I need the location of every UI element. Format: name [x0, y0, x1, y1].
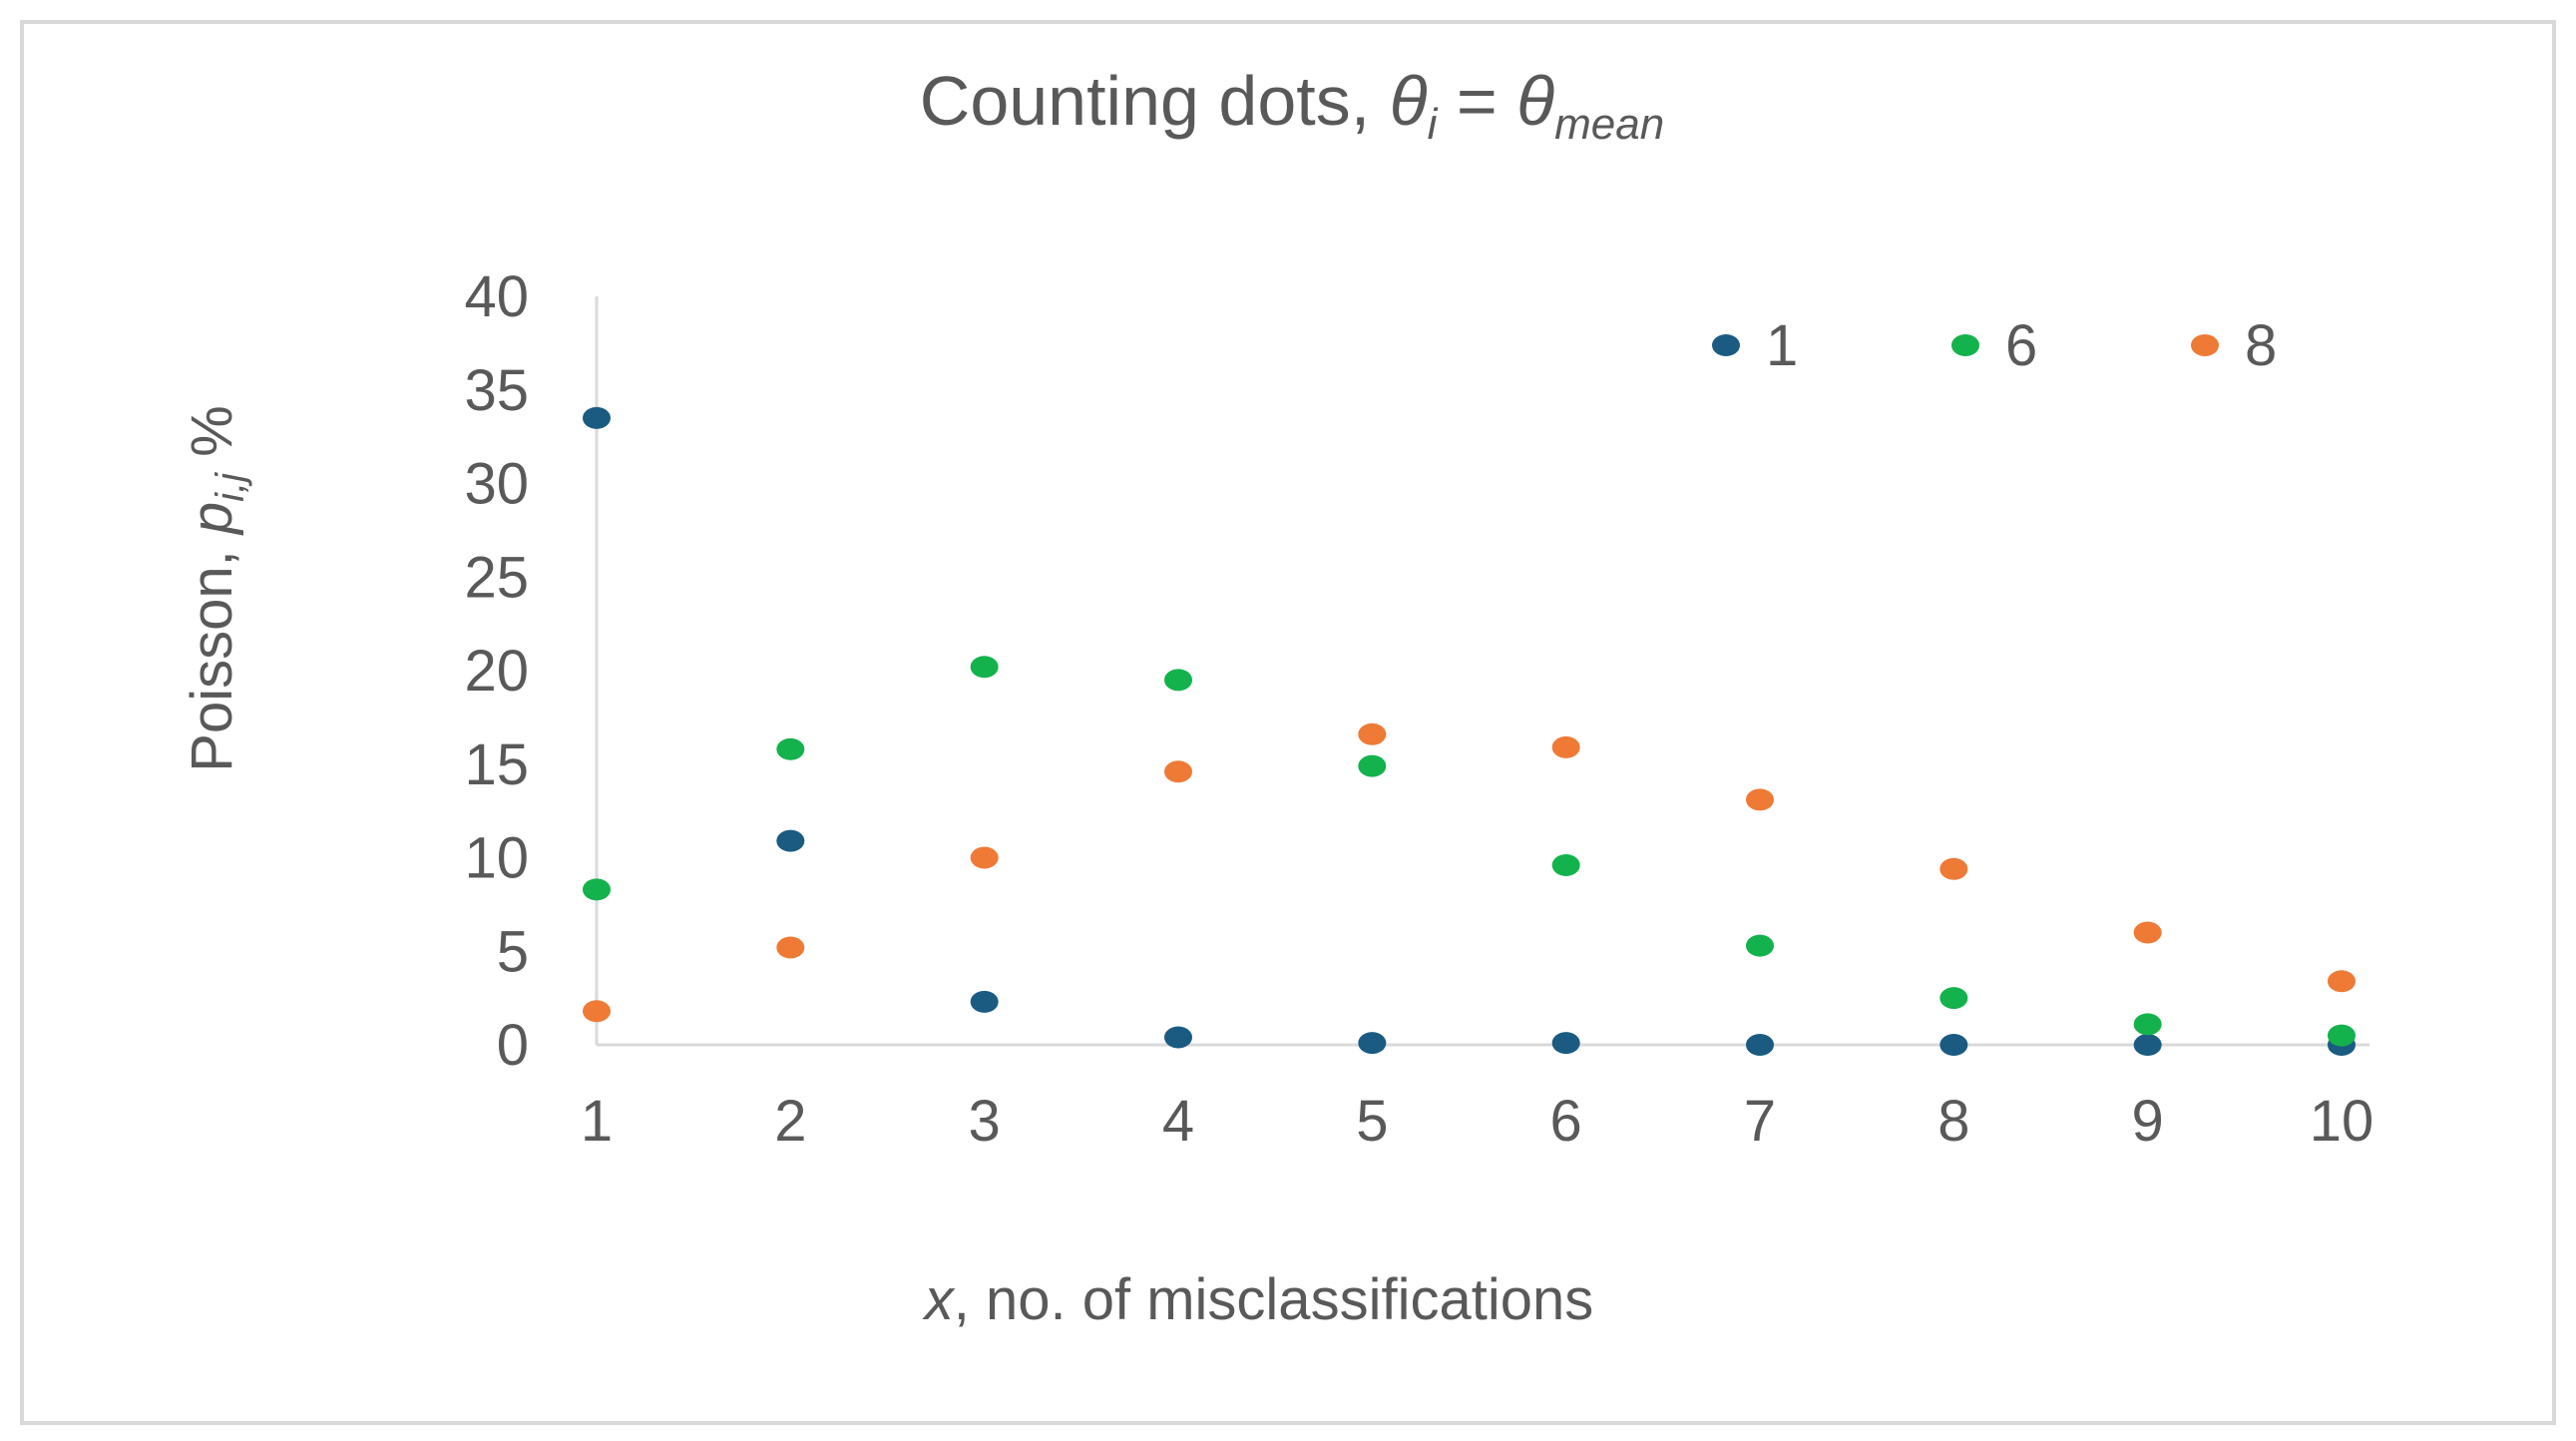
- y-axis-title-sub: i,j: [209, 472, 252, 502]
- y-tick-label: 35: [464, 358, 529, 423]
- data-point-series-6: [2328, 1024, 2356, 1047]
- data-point-series-8: [2328, 970, 2356, 993]
- data-point-series-8: [2133, 921, 2162, 944]
- chart-title: Counting dots, θi = θmean: [920, 62, 1664, 149]
- y-axis-title-main: Poisson,: [180, 534, 244, 772]
- y-tick-label: 5: [497, 919, 529, 984]
- y-axis-title-var: p: [180, 502, 244, 536]
- data-point-series-8: [1164, 760, 1192, 783]
- x-tick-label: 4: [1162, 1089, 1194, 1154]
- legend-marker-1: [1712, 334, 1740, 356]
- data-point-series-8: [776, 936, 805, 959]
- x-tick-label: 8: [1937, 1089, 1969, 1154]
- data-point-series-8: [1551, 735, 1580, 758]
- x-axis-title: x, no. of misclassifications: [922, 1267, 1593, 1332]
- legend: 1 6 8: [1712, 313, 2277, 378]
- data-point-series-1: [1746, 1034, 1774, 1056]
- data-point-series-6: [1358, 754, 1387, 777]
- data-point-series-6: [776, 737, 805, 760]
- x-tick-label: 2: [774, 1089, 806, 1154]
- data-point-series-6: [583, 878, 611, 901]
- y-tick-label: 15: [464, 732, 529, 797]
- data-point-series-1: [1358, 1032, 1387, 1055]
- data-point-series-8: [1358, 722, 1387, 745]
- y-tick-label: 0: [497, 1013, 529, 1078]
- legend-label-6: 6: [2005, 313, 2037, 378]
- chart-title-sub-mean: mean: [1554, 100, 1664, 149]
- data-point-series-8: [1746, 788, 1774, 811]
- x-tick-labels: 1 2 3 4 5 6 7 8 9 10: [581, 1089, 2373, 1154]
- y-tick-label: 30: [464, 452, 529, 517]
- data-point-series-1: [970, 990, 999, 1013]
- y-tick-labels: 0 5 10 15 20 25 30 35 40: [464, 264, 529, 1078]
- data-point-series-1: [1164, 1026, 1192, 1049]
- x-tick-label: 7: [1744, 1089, 1776, 1154]
- y-tick-label: 20: [464, 639, 529, 704]
- y-tick-label: 25: [464, 545, 529, 610]
- legend-marker-6: [1951, 334, 1979, 356]
- data-points: [583, 406, 2356, 1056]
- data-point-series-1: [776, 829, 805, 852]
- data-point-series-8: [970, 846, 999, 869]
- chart-border: [20, 20, 2556, 1425]
- data-point-series-1: [1939, 1034, 1968, 1056]
- chart-title-equals: =: [1437, 62, 1516, 140]
- x-tick-label: 9: [2132, 1089, 2164, 1154]
- data-point-series-1: [1551, 1032, 1580, 1055]
- legend-marker-8: [2191, 334, 2219, 356]
- x-axis-title-rest: , no. of misclassifications: [954, 1267, 1593, 1332]
- data-point-series-8: [1939, 857, 1968, 880]
- chart-title-theta-mean: θ: [1516, 62, 1554, 140]
- chart-title-theta-i: θ: [1390, 62, 1428, 140]
- data-point-series-1: [2133, 1034, 2162, 1056]
- data-point-series-6: [1939, 987, 1968, 1010]
- y-tick-label: 10: [464, 826, 529, 891]
- x-tick-label: 5: [1356, 1089, 1388, 1154]
- data-point-series-6: [1164, 669, 1192, 692]
- x-tick-label: 1: [581, 1089, 613, 1154]
- legend-label-8: 8: [2245, 313, 2277, 378]
- data-point-series-1: [583, 406, 611, 429]
- x-tick-label: 6: [1550, 1089, 1582, 1154]
- data-point-series-6: [970, 656, 999, 679]
- data-point-series-6: [2133, 1013, 2162, 1036]
- x-tick-label: 3: [969, 1089, 1001, 1154]
- y-axis-title: Poisson, pi,j %: [180, 405, 252, 771]
- data-point-series-6: [1551, 854, 1580, 876]
- legend-label-1: 1: [1766, 313, 1798, 378]
- y-tick-label: 40: [464, 264, 529, 329]
- x-tick-label: 10: [2310, 1089, 2374, 1154]
- data-point-series-8: [583, 1000, 611, 1023]
- chart-title-main: Counting dots,: [920, 62, 1390, 140]
- x-axis-title-var: x: [922, 1267, 956, 1332]
- y-axis-title-unit: %: [180, 405, 244, 473]
- chart-title-sub-i: i: [1428, 100, 1439, 149]
- data-point-series-6: [1746, 934, 1774, 957]
